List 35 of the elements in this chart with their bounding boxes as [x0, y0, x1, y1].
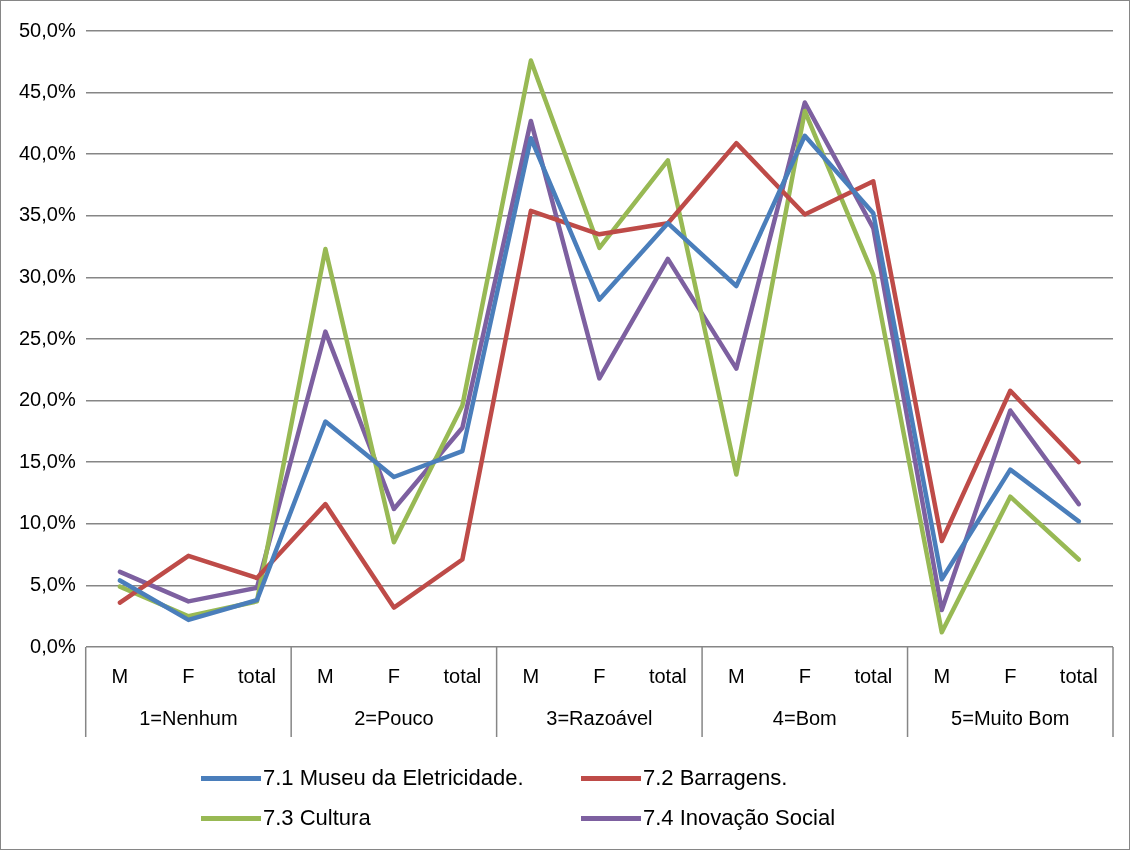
x-tick-label: total — [1059, 664, 1098, 687]
y-tick-label: 10,0% — [18, 511, 76, 534]
legend-label: 7.4 Inovação Social — [643, 805, 836, 831]
x-tick-label: F — [1004, 664, 1017, 687]
text: 2=Pouco — [354, 706, 434, 729]
text: 3=Razoável — [546, 706, 653, 729]
text: 5=Muito Bom — [951, 706, 1070, 729]
legend-label: 7.2 Barragens. — [643, 765, 788, 791]
x-tick-label: M — [522, 664, 540, 687]
y-tick-label: 20,0% — [18, 388, 76, 411]
y-tick-label: 50,0% — [18, 18, 76, 41]
y-tick-label: 15,0% — [18, 449, 76, 472]
x-tick-label: total — [648, 664, 687, 687]
legend-label: 7.3 Cultura — [263, 805, 371, 831]
y-tick-label: 25,0% — [18, 326, 76, 349]
y-tick-label: 5,0% — [30, 572, 76, 595]
y-tick-label: 45,0% — [18, 80, 76, 103]
legend-label: 7.1 Museu da Eletricidade. — [263, 765, 524, 791]
x-tick-label: total — [238, 664, 276, 687]
x-tick-label: F — [798, 664, 811, 687]
y-tick-label: 0,0% — [30, 634, 76, 657]
x-tick-label: F — [593, 664, 606, 687]
x-tick-label: total — [854, 664, 893, 687]
x-tick-label: total — [443, 664, 482, 687]
y-tick-label: 30,0% — [18, 264, 76, 287]
text: 1=Nenhum — [139, 706, 238, 729]
text: 4=Bom — [772, 706, 837, 729]
x-tick-label: M — [317, 664, 334, 687]
x-tick-label: M — [933, 664, 951, 687]
x-tick-label: M — [727, 664, 745, 687]
y-tick-label: 35,0% — [18, 203, 76, 226]
y-tick-label: 40,0% — [18, 141, 76, 164]
x-tick-label: F — [387, 664, 401, 687]
x-tick-label: M — [111, 664, 129, 687]
x-tick-label: F — [182, 664, 195, 687]
